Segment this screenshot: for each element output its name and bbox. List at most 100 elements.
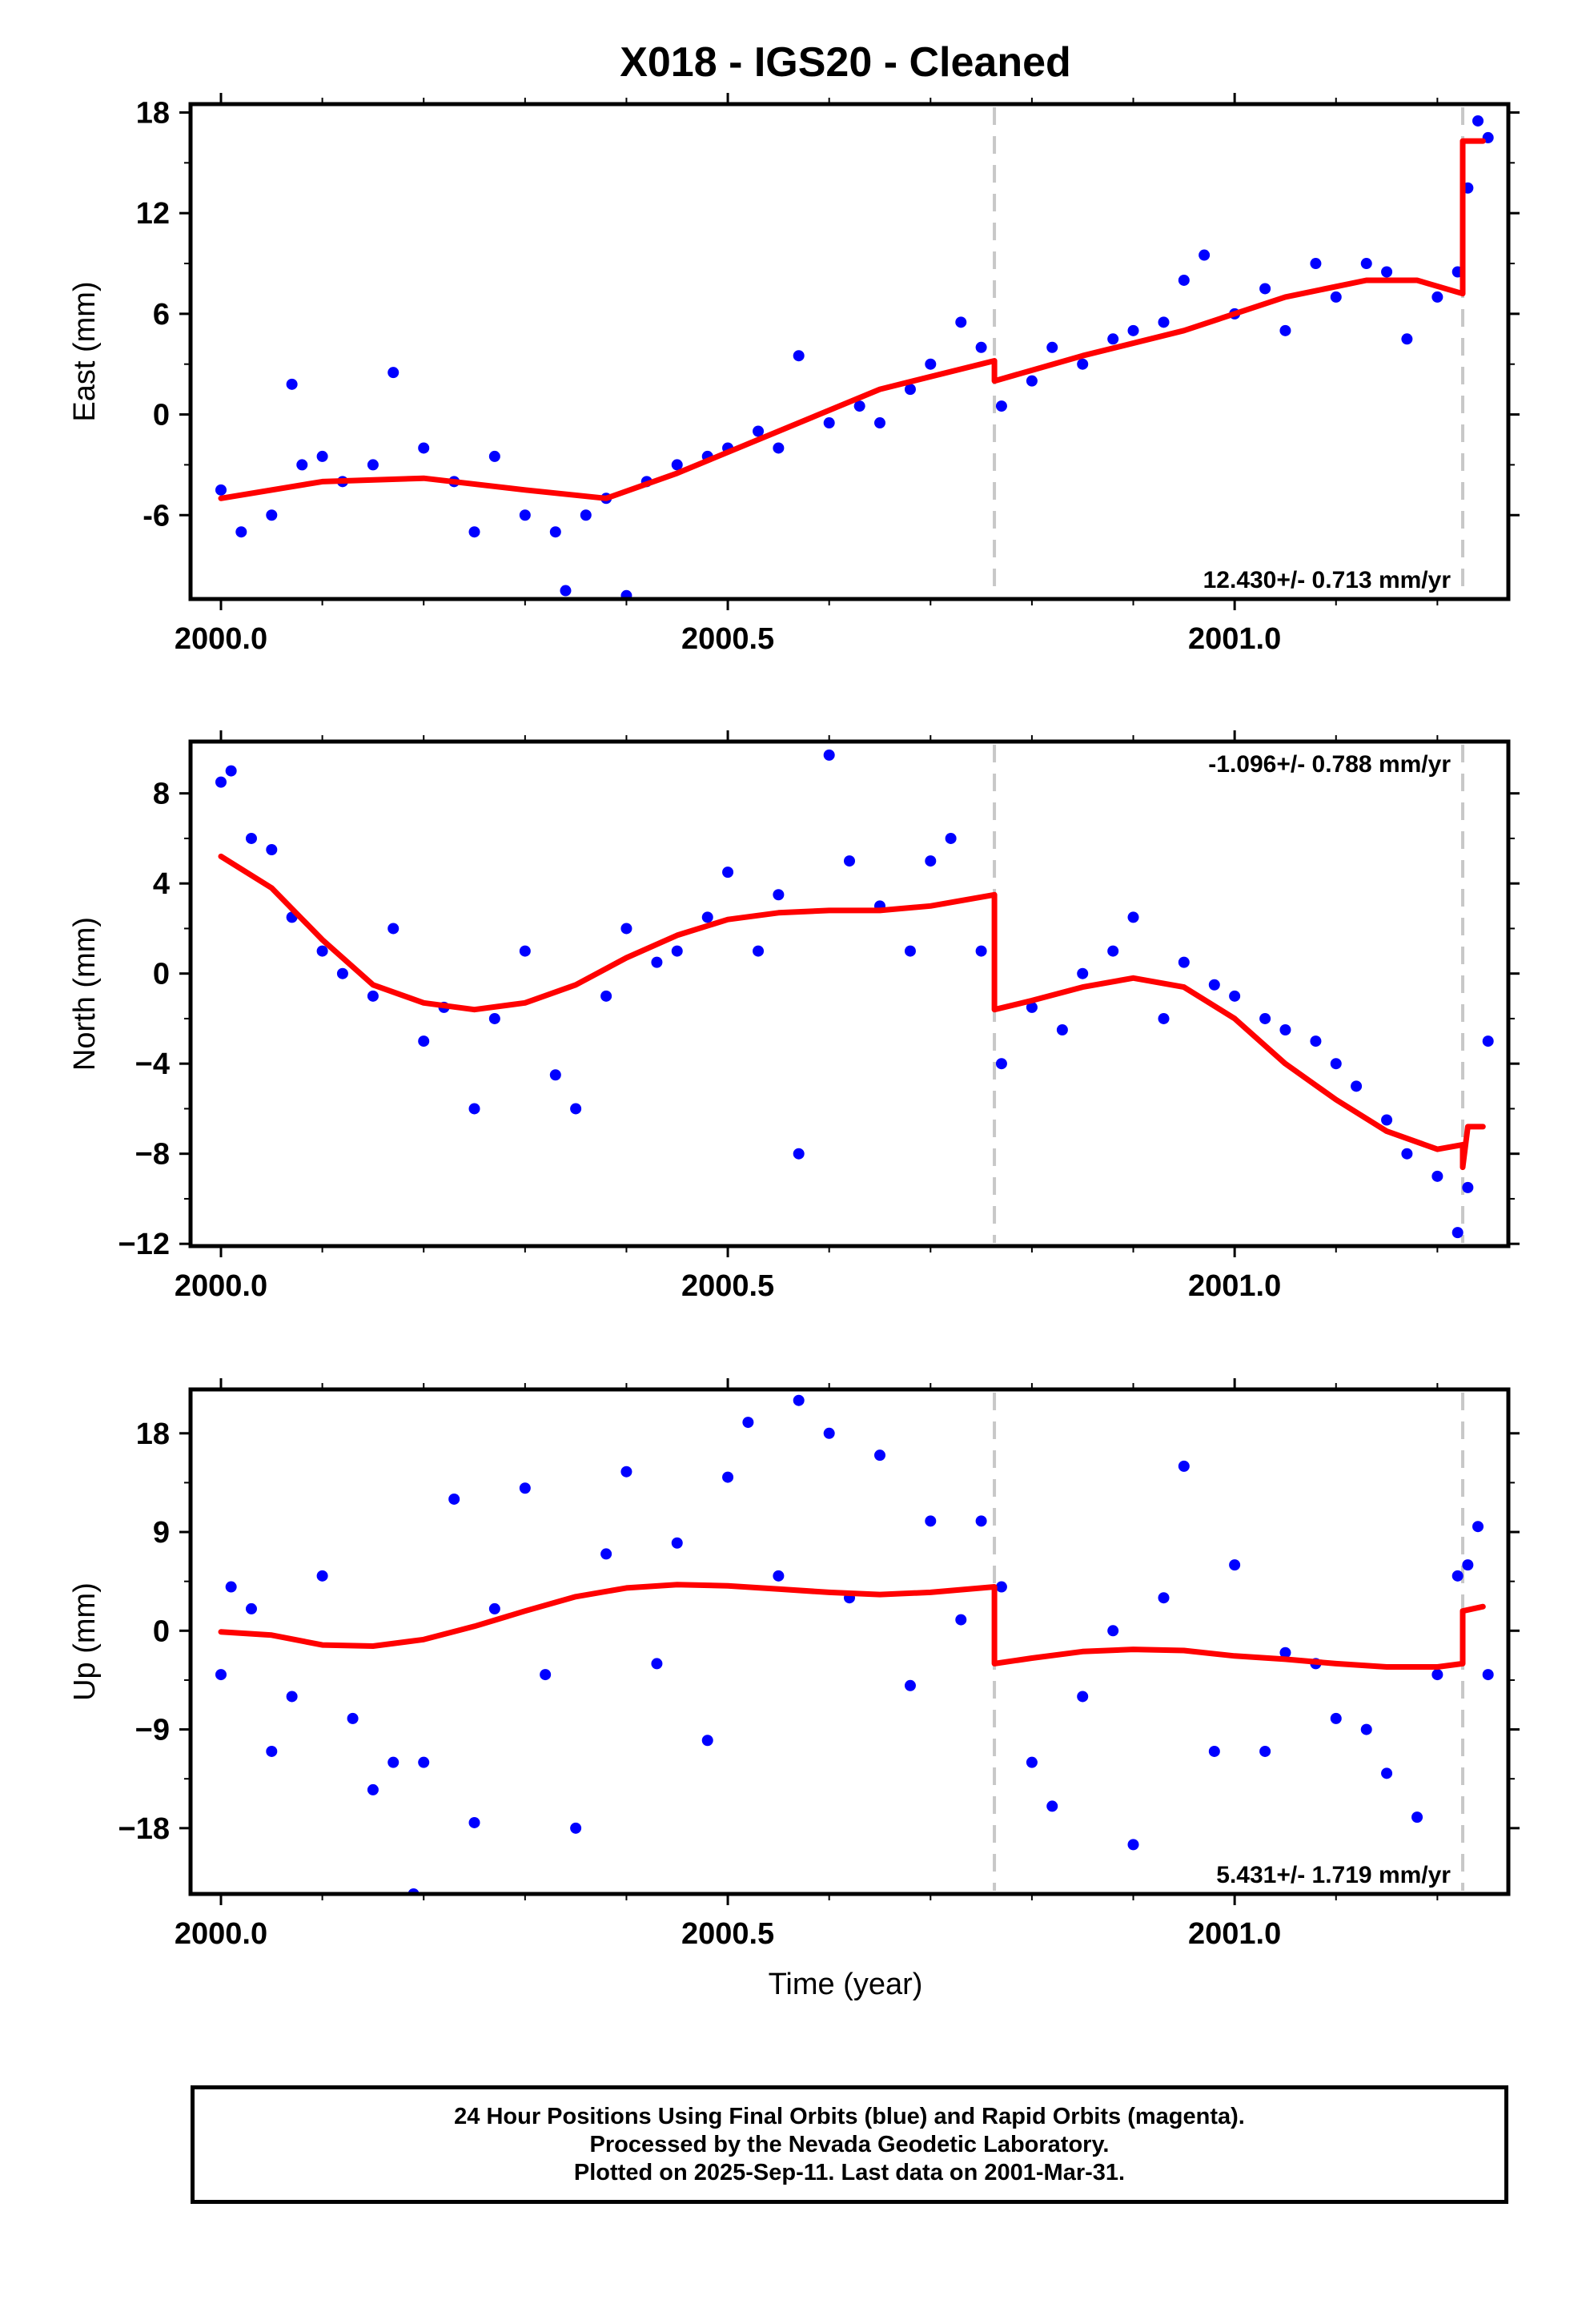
up-data-point xyxy=(570,1822,582,1834)
north-data-point xyxy=(844,855,855,867)
north-data-point xyxy=(904,945,916,957)
up-data-point xyxy=(1381,1767,1393,1779)
up-y-axis-label: Up (mm) xyxy=(68,1582,102,1701)
east-data-point xyxy=(488,450,500,462)
up-data-point xyxy=(286,1691,298,1703)
up-data-point xyxy=(1026,1756,1038,1768)
up-data-point xyxy=(1482,1669,1494,1681)
east-data-point xyxy=(823,417,835,429)
up-data-point xyxy=(955,1614,967,1626)
east-data-point xyxy=(1158,316,1170,328)
up-x-tick-label: 2000.5 xyxy=(681,1917,774,1951)
east-x-tick-label: 2000.5 xyxy=(681,622,774,656)
north-y-axis-label: North (mm) xyxy=(68,917,102,1071)
east-data-point xyxy=(904,384,916,396)
east-data-point xyxy=(995,400,1007,412)
north-data-point xyxy=(1056,1024,1068,1035)
up-data-point xyxy=(347,1712,359,1724)
north-data-point xyxy=(387,923,400,935)
east-x-tick-label: 2000.0 xyxy=(175,622,267,656)
north-data-point xyxy=(1077,967,1089,979)
east-data-point xyxy=(1310,258,1322,270)
east-y-tick-label: 12 xyxy=(136,197,170,231)
up-data-point xyxy=(1279,1647,1291,1659)
east-y-tick-label: 18 xyxy=(136,96,170,130)
east-panel: 2000.0 2000.5 2001.0 -6 0 6 12 18 East (mm) 12.43… xyxy=(68,93,1520,656)
east-data-point xyxy=(286,378,298,390)
up-data-point xyxy=(1077,1691,1089,1703)
up-data-point xyxy=(1158,1592,1170,1604)
up-y-tick-label: 18 xyxy=(136,1417,170,1451)
up-data-point xyxy=(367,1783,379,1795)
east-data-point xyxy=(1026,375,1038,387)
up-data-point xyxy=(1431,1669,1443,1681)
north-data-point xyxy=(488,1012,500,1024)
north-x-tick-label: 2000.5 xyxy=(681,1269,774,1303)
east-data-point xyxy=(266,509,278,521)
up-data-point xyxy=(1208,1745,1220,1757)
north-data-point xyxy=(620,923,632,935)
north-data-point xyxy=(773,889,785,901)
east-data-point xyxy=(773,442,785,454)
up-data-point xyxy=(1330,1712,1342,1724)
up-data-point xyxy=(925,1515,937,1527)
north-data-point xyxy=(1431,1170,1443,1182)
up-data-point xyxy=(266,1745,278,1757)
up-data-point xyxy=(904,1679,916,1691)
up-data-point xyxy=(773,1570,785,1582)
north-data-point xyxy=(316,945,328,957)
north-data-point xyxy=(600,990,612,1002)
north-data-point xyxy=(1107,945,1119,957)
east-data-point xyxy=(418,442,430,454)
north-data-point xyxy=(651,956,663,968)
east-data-point xyxy=(519,509,531,521)
east-data-point xyxy=(1431,291,1443,303)
up-data-point xyxy=(1229,1559,1241,1571)
north-data-point xyxy=(1259,1012,1271,1024)
north-y-tick-label: 0 xyxy=(153,958,170,991)
up-data-point xyxy=(316,1570,328,1582)
north-data-point xyxy=(975,945,987,957)
north-data-point xyxy=(225,765,237,777)
up-data-point xyxy=(418,1756,430,1768)
north-y-tick-label: 4 xyxy=(153,867,170,901)
east-data-point xyxy=(296,459,308,471)
east-data-point xyxy=(549,526,561,538)
east-data-point xyxy=(1381,266,1393,278)
up-data-point xyxy=(1452,1570,1464,1582)
up-data-point xyxy=(387,1756,400,1768)
up-data-point xyxy=(600,1548,612,1560)
north-x-tick-label: 2000.0 xyxy=(175,1269,267,1303)
up-y-tick-label: 0 xyxy=(153,1614,170,1648)
east-data-point xyxy=(1046,341,1058,353)
east-data-point xyxy=(975,341,987,353)
east-rate-label: 12.430+/- 0.713 mm/yr xyxy=(1203,567,1452,593)
up-data-point xyxy=(742,1417,754,1429)
north-y-tick-label: −4 xyxy=(135,1047,170,1081)
up-data-point xyxy=(1046,1800,1058,1812)
up-x-tick-label: 2000.0 xyxy=(175,1917,267,1951)
east-data-point xyxy=(1360,258,1372,270)
north-data-point xyxy=(266,844,278,855)
north-data-point xyxy=(1310,1035,1322,1047)
east-data-point xyxy=(580,509,592,521)
up-data-point xyxy=(540,1669,552,1681)
east-data-point xyxy=(1199,249,1211,261)
caption-line-3: Plotted on 2025-Sep-11. Last data on 200… xyxy=(573,2159,1126,2185)
up-data-point xyxy=(1360,1723,1372,1735)
east-model-line xyxy=(218,138,1486,501)
up-frame xyxy=(188,1387,1511,1896)
north-data-point xyxy=(722,866,734,879)
east-data-point xyxy=(753,425,765,437)
up-data-point xyxy=(519,1482,531,1494)
north-x-tick-label: 2001.0 xyxy=(1188,1269,1281,1303)
north-y-tick-label: 8 xyxy=(153,778,170,811)
east-data-point xyxy=(1259,283,1271,295)
north-data-point xyxy=(336,967,348,979)
east-frame xyxy=(188,102,1511,601)
east-data-point xyxy=(620,589,632,599)
up-data-point xyxy=(722,1471,734,1483)
up-y-tick-label: 9 xyxy=(153,1516,170,1550)
east-data-point xyxy=(468,526,480,538)
up-data-point xyxy=(215,1669,227,1681)
